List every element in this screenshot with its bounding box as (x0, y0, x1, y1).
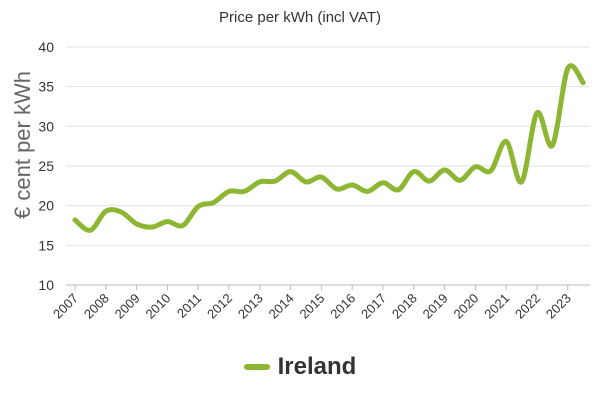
legend-swatch-ireland (243, 364, 270, 370)
y-tick-label-30: 30 (38, 118, 54, 134)
x-tick-label-2018: 2018 (389, 291, 420, 322)
y-tick-label-25: 25 (38, 158, 54, 174)
x-tick-label-2007: 2007 (50, 291, 81, 322)
x-tick-label-2008: 2008 (81, 291, 112, 322)
x-tick-label-2013: 2013 (235, 291, 266, 322)
y-tick-label-35: 35 (38, 79, 54, 95)
y-tick-label-10: 10 (38, 277, 54, 293)
x-tick-label-2010: 2010 (142, 291, 173, 322)
chart-title: Price per kWh (incl VAT) (219, 9, 381, 26)
x-tick-label-2020: 2020 (450, 291, 481, 322)
y-tick-label-20: 20 (38, 198, 54, 214)
x-tick-label-2016: 2016 (327, 291, 358, 322)
x-tick-label-2019: 2019 (420, 291, 451, 322)
x-tick-label-2023: 2023 (543, 291, 574, 322)
legend: Ireland (0, 353, 600, 381)
legend-label-ireland: Ireland (277, 353, 357, 380)
x-tick-label-2021: 2021 (481, 291, 512, 322)
x-tick-label-2014: 2014 (266, 291, 297, 322)
x-tick-label-2022: 2022 (512, 291, 543, 322)
x-tick-label-2015: 2015 (296, 291, 327, 322)
x-tick-label-2017: 2017 (358, 291, 389, 322)
series-line-ireland (72, 63, 586, 233)
x-tick-label-2011: 2011 (174, 291, 204, 321)
x-tick-label-2012: 2012 (204, 291, 235, 322)
y-tick-label-40: 40 (38, 39, 54, 55)
x-tick-label-2009: 2009 (112, 291, 143, 322)
y-tick-label-15: 15 (38, 237, 54, 253)
